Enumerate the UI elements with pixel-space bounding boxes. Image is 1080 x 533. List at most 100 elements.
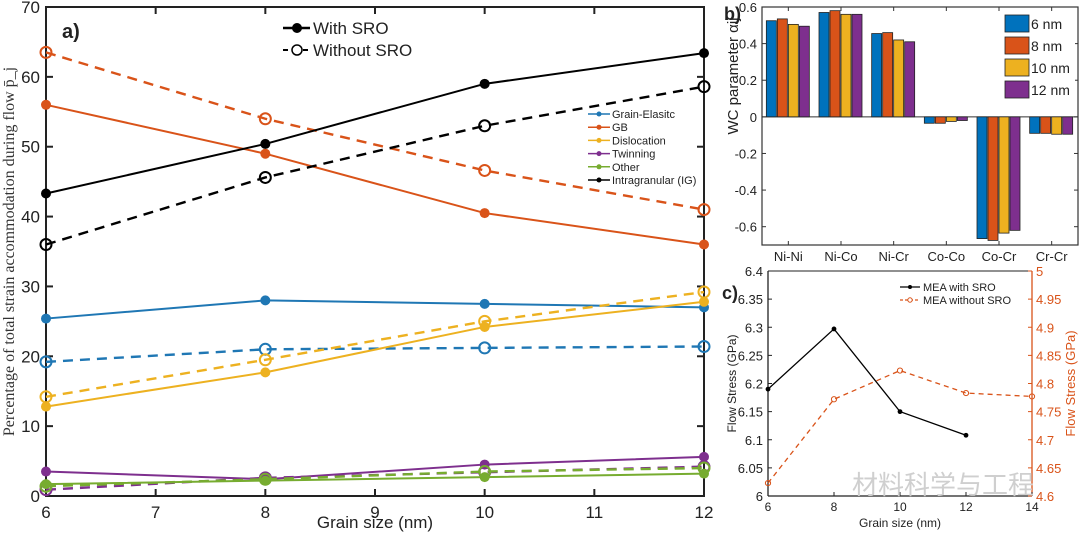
point-without-sro: [697, 340, 711, 354]
y-tick-label-left: 6.35: [738, 292, 763, 307]
point-without-sro: [697, 80, 711, 94]
bar: [976, 116, 988, 239]
y-tick-label: 50: [21, 138, 40, 157]
y-tick-label-right: 4.8: [1036, 377, 1054, 392]
y-tick-label-left: 6.3: [745, 320, 763, 335]
bar: [923, 116, 935, 124]
y-axis-label-right: Flow Stress (GPa): [1063, 330, 1078, 436]
point-with-sro: [41, 313, 51, 324]
x-tick-label: 8: [831, 500, 838, 514]
point-with-sro: [699, 239, 709, 250]
y-tick-label: 40: [21, 208, 40, 227]
point-without-sro: [478, 119, 492, 133]
x-tick-label: 6: [41, 503, 50, 522]
legend-marker: [596, 151, 602, 157]
y-tick-label: 60: [21, 68, 40, 87]
panel-b: -0.6 -0.4 -0.2 0 0.2 0.4 0.6 WC parameter αijb)…: [724, 0, 1079, 264]
line-with-sro: [45, 103, 705, 246]
y-tick-label-left: 6: [756, 489, 763, 504]
legend-marker: [596, 111, 602, 117]
y-tick-label: -0.4: [735, 183, 757, 198]
x-tick-label: Co-Cr: [982, 249, 1017, 264]
point-with-sro: [699, 451, 709, 462]
y-tick-label-right: 5: [1036, 264, 1043, 279]
legend-marker: [908, 285, 912, 289]
x-tick-label: 10: [893, 500, 907, 514]
point-with-sro: [897, 409, 903, 415]
bar: [1062, 116, 1074, 135]
line-without-sro: [45, 290, 705, 398]
bar: [893, 39, 905, 118]
y-tick-label: 0.6: [739, 0, 757, 15]
line-without-sro: [45, 345, 705, 364]
x-tick-label: 12: [959, 500, 973, 514]
point-without-sro: [258, 170, 272, 184]
point-with-sro: [699, 296, 709, 307]
y-tick-label: -0.6: [735, 220, 757, 235]
legend-label: MEA with SRO: [923, 282, 996, 294]
series-grain-elasitc: [39, 295, 711, 369]
line-with-sro: [45, 52, 705, 195]
point-with-sro: [479, 472, 490, 483]
point-with-sro: [260, 138, 271, 149]
point-with-sro: [963, 432, 969, 438]
legend-label: Dislocation: [612, 135, 666, 147]
point-with-sro: [41, 466, 51, 477]
point-without-sro: [39, 45, 53, 59]
point-with-sro: [41, 188, 51, 199]
panel-label: c): [722, 283, 738, 303]
y-tick-label-left: 6.05: [738, 461, 763, 476]
legend-label: Grain-Elasitc: [612, 109, 675, 121]
legend-marker: [596, 124, 602, 130]
series-gb: [39, 45, 711, 250]
bar: [1051, 116, 1063, 135]
x-axis-label: Grain size (nm): [317, 513, 433, 532]
y-tick-label: 20: [21, 347, 40, 366]
y-tick-label: 30: [21, 277, 40, 296]
x-tick-label: Ni-Co: [824, 249, 857, 264]
point-with-sro: [479, 208, 490, 219]
y-tick-label: 0.2: [739, 73, 757, 88]
point-with-sro: [260, 475, 271, 486]
plot-frame: [45, 6, 705, 497]
point-without-sro: [764, 479, 772, 487]
legend-swatch: [1004, 14, 1030, 33]
y-tick-label: 0: [31, 487, 40, 506]
x-tick-label: Ni-Ni: [774, 249, 803, 264]
bar: [871, 33, 883, 118]
point-without-sro: [962, 389, 970, 397]
point-without-sro: [896, 367, 904, 374]
legend-label: MEA without SRO: [923, 295, 1011, 307]
legend-marker: [596, 177, 602, 183]
legend-label: Without SRO: [313, 41, 412, 60]
x-tick-label: 8: [261, 503, 270, 522]
style-legend: With SRO Without SRO: [283, 19, 412, 60]
y-axis-label: Percentage of total strain accommodation…: [1, 67, 18, 436]
series-dislocation: [39, 285, 711, 412]
bar: [776, 18, 788, 118]
line-with-sro: [45, 472, 705, 486]
y-tick-label-left: 6.2: [745, 377, 763, 392]
line-without-sro: [767, 369, 1033, 484]
line-without-sro: [45, 51, 705, 211]
legend-label: Other: [612, 162, 640, 174]
legend: 6 nm 8 nm 10 nm 12 nm: [1003, 12, 1075, 104]
series-twinning: [39, 451, 711, 497]
point-without-sro: [1028, 393, 1036, 400]
panel-a: 6 7 8 9 10 11 12 0 10 20 30 40 50 60 70 Grain size (nm)…: [1, 0, 713, 532]
x-tick-label: 10: [475, 503, 494, 522]
x-tick-label: 9: [370, 503, 379, 522]
point-without-sro: [258, 112, 272, 126]
y-axis-label: WC parameter αij: [725, 17, 742, 134]
line-with-sro: [45, 455, 705, 481]
series-intragranular-ig-: [39, 48, 711, 252]
point-with-sro: [260, 367, 271, 378]
bar: [998, 116, 1010, 234]
y-tick-label-right: 4.6: [1036, 489, 1054, 504]
point-with-sro: [831, 326, 837, 332]
legend-swatch: [1004, 58, 1030, 77]
x-tick-label: 12: [695, 503, 714, 522]
point-with-sro: [260, 148, 271, 159]
